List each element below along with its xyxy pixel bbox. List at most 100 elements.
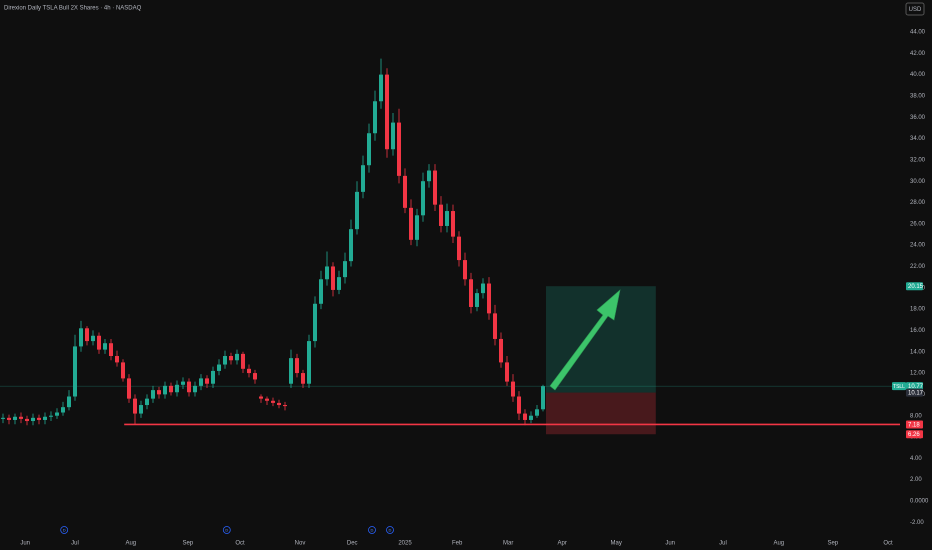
candle-body [13,416,17,420]
x-tick-label: Nov [295,541,306,547]
y-tick-label: 28.00 [910,200,926,206]
candle-body [205,378,209,384]
candle-body [247,368,251,374]
event-marker [386,526,394,534]
candle-body [523,413,527,420]
candle-body [193,385,197,393]
candle-body [541,386,545,410]
candle-body [469,279,473,307]
candle-body [499,338,503,363]
candle-body [55,412,59,416]
candle-body [79,328,83,347]
x-tick-label: Sep [182,541,193,547]
loss-zone [546,392,656,435]
target-label-box [906,282,923,291]
candle-body [121,362,125,379]
candle-body [73,346,77,397]
candle-body [367,133,371,166]
y-tick-label: 40.00 [910,72,926,78]
y-tick-label: 8.00 [910,413,922,419]
support-label: 7.18 [908,422,920,428]
candle-body [229,356,233,361]
candle-body [97,335,101,350]
candle-body [133,398,137,414]
candle-body [235,353,239,361]
currency-box[interactable] [905,2,925,16]
event-marker [368,526,376,534]
x-tick-label: Dec [347,541,358,547]
candle-body [535,409,539,416]
y-tick-label: 32.00 [910,157,926,163]
candle-body [475,293,479,307]
candle-body [319,279,323,304]
candle-body [331,266,335,290]
candle-body [37,417,41,420]
y-tick-label: 2.00 [910,477,922,483]
candle-body [397,122,401,176]
y-tick-label: 0.0000 [910,499,929,505]
candle-body [211,370,215,384]
candle-body [271,400,275,403]
x-tick-label: Jun [20,541,30,547]
candle-body [187,381,191,393]
y-tick-label: 30.00 [910,179,926,185]
candle-body [349,229,353,262]
candle-body [445,211,449,226]
y-tick-label: 18.00 [910,307,926,313]
candle-body [451,211,455,237]
stop-label-box [906,430,923,439]
event-marker [222,526,231,534]
y-tick-label: 16.00 [910,328,926,334]
candle-body [265,398,269,401]
candle-body [415,215,419,240]
event-label: D [63,528,66,533]
x-tick-label: Sep [827,541,838,547]
y-tick-label: 44.00 [910,30,926,36]
candle-body [307,341,311,384]
y-tick-label: 4.00 [910,456,922,462]
candle-body [385,74,389,150]
candle-body [373,101,377,134]
candle-body [301,373,305,384]
candle-body [43,416,47,420]
price-axis [900,0,932,550]
candle-body [85,328,89,342]
x-tick-label: Feb [452,541,463,547]
x-tick-label: May [611,541,622,547]
entry-label: 10.17 [908,390,924,396]
support-label-box [906,420,923,429]
candle-body [529,415,533,420]
candle-body [487,283,491,314]
currency[interactable]: USD [909,7,922,13]
candle-body [25,418,29,422]
x-tick-label: Apr [558,541,567,547]
candle-body [253,373,257,380]
candle-body [1,417,5,419]
candle-body [127,378,131,399]
last-price-label: 10.77 [908,384,924,390]
candle-body [421,181,425,216]
candle-body [493,313,497,339]
candle-body [61,407,65,413]
candle-body [259,396,263,399]
candle-body [433,170,437,205]
y-tick-label: 34.00 [910,136,926,142]
candle-body [481,283,485,294]
candle-body [409,207,413,240]
candle-body [67,396,71,408]
event-label: D [389,528,392,533]
candle-body [199,378,203,386]
candle-body [115,356,119,363]
y-tick-label: 14.00 [910,349,926,355]
candle-body [175,384,179,393]
x-tick-label: Aug [773,541,784,547]
candle-body [313,303,317,342]
y-tick-label: 24.00 [910,243,926,249]
candle-body [355,191,359,230]
candle-body [49,415,53,417]
target-label: 20.15 [908,284,924,290]
candle-body [163,385,167,395]
x-tick-label: Aug [125,541,136,547]
candle-body [217,364,221,371]
